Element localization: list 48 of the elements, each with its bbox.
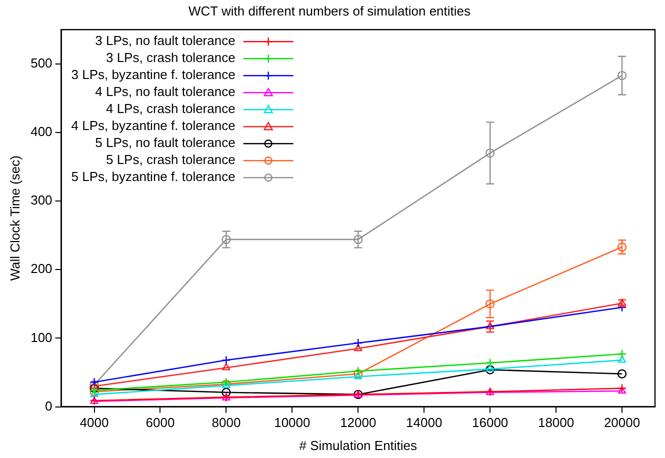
x-tick-label: 8000 xyxy=(212,415,241,430)
legend-label: 3 LPs, no fault tolerance xyxy=(95,33,236,48)
point xyxy=(222,356,231,365)
point xyxy=(354,344,362,352)
point xyxy=(222,363,230,370)
y-tick-label: 400 xyxy=(30,124,52,140)
point xyxy=(354,366,363,376)
point xyxy=(90,378,99,387)
point xyxy=(485,148,495,158)
point xyxy=(617,70,627,80)
y-tick-label: 300 xyxy=(30,192,52,208)
legend-label: 5 LPs, crash tolerance xyxy=(106,152,236,168)
point xyxy=(617,349,627,359)
legend-label: 3 LPs, byzantine f. tolerance xyxy=(71,67,236,82)
point xyxy=(617,369,627,378)
point xyxy=(485,299,495,309)
x-tick-label: 6000 xyxy=(146,415,175,430)
y-tick-label: 100 xyxy=(30,330,52,345)
point xyxy=(354,338,363,348)
chart-title: WCT with different numbers of simulation entities xyxy=(188,3,472,18)
point xyxy=(485,358,495,368)
y-tick-label: 200 xyxy=(30,261,52,276)
x-tick-label: 20000 xyxy=(604,415,640,430)
x-tick-label: 16000 xyxy=(472,415,508,430)
y-tick-label: 500 xyxy=(30,55,52,70)
legend-label: 3 LPs, crash tolerance xyxy=(106,50,236,66)
point xyxy=(222,234,231,244)
x-tick-label: 12000 xyxy=(340,415,376,430)
point xyxy=(618,356,626,363)
point xyxy=(222,388,231,397)
x-axis-title: # Simulation Entities xyxy=(299,438,418,453)
point xyxy=(354,234,363,244)
legend-label: 5 LPs, byzantine f. tolerance xyxy=(71,169,236,184)
point xyxy=(485,365,495,374)
legend-label: 4 LPs, byzantine f. tolerance xyxy=(71,118,236,134)
point xyxy=(617,242,627,252)
point xyxy=(486,364,494,372)
x-tick-label: 14000 xyxy=(406,415,442,430)
point xyxy=(618,386,626,394)
legend-label: 4 LPs, no fault tolerance xyxy=(95,84,236,100)
x-tick-label: 18000 xyxy=(538,415,574,430)
legend-label: 5 LPs, no fault tolerance xyxy=(95,135,236,150)
x-tick-label: 10000 xyxy=(274,415,310,430)
x-tick-label: 4000 xyxy=(80,415,109,430)
y-axis-title: Wall Clock Time (sec) xyxy=(7,156,22,281)
y-tick-label: 0 xyxy=(45,398,52,414)
legend-label: 4 LPs, crash tolerance xyxy=(106,101,236,116)
point xyxy=(354,372,362,380)
